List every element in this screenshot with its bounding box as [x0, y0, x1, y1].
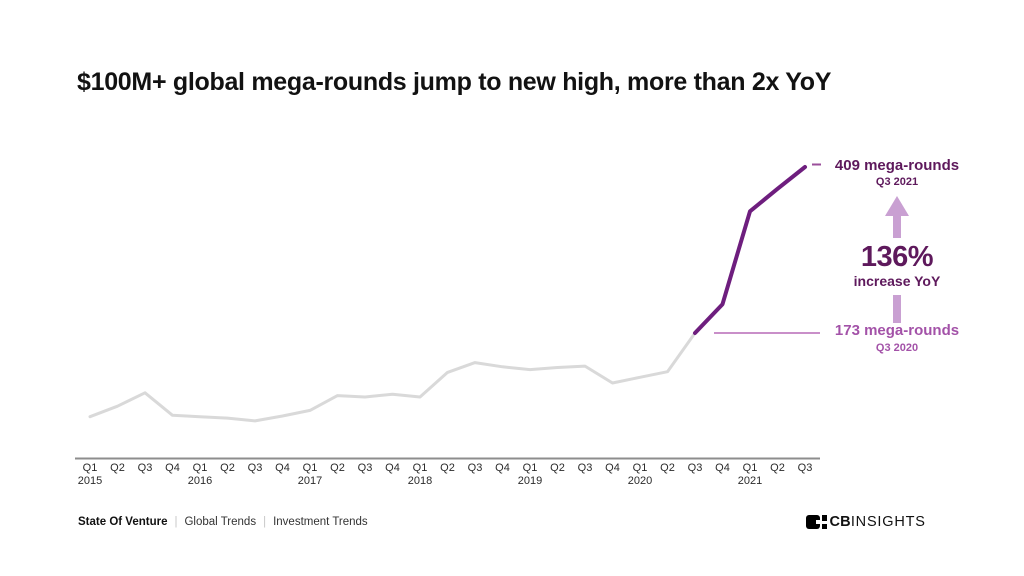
up-arrow-icon	[885, 196, 909, 216]
x-axis-year: 2017	[297, 475, 323, 487]
x-axis-year: 2019	[517, 475, 543, 487]
x-axis-quarter: Q2	[440, 462, 455, 474]
peak-callout-label: 409 mega-rounds	[834, 157, 960, 174]
x-axis-label: Q4	[596, 462, 630, 475]
x-axis-label: Q1 2021	[733, 462, 767, 488]
x-axis-label: Q1 2016	[183, 462, 217, 488]
x-axis-quarter: Q4	[605, 462, 620, 474]
footer-separator: |	[263, 516, 267, 528]
x-axis-label: Q2	[321, 462, 355, 475]
x-axis-quarter: Q4	[495, 462, 510, 474]
cbinsights-logo-text: CB INSIGHTS	[830, 514, 926, 530]
peak-callout-sublabel: Q3 2021	[875, 176, 919, 188]
footer-breadcrumb: State Of Venture | Global Trends | Inves…	[78, 516, 368, 528]
yoy-change-value: 136%	[860, 241, 934, 273]
x-axis-label: Q2	[211, 462, 245, 475]
x-axis-label: Q3	[238, 462, 272, 475]
x-axis-label: Q3	[128, 462, 162, 475]
yoy-change-callout: 136% increase YoY	[824, 242, 970, 289]
x-axis-year: 2018	[407, 475, 433, 487]
cbinsights-logo-colon-icon	[822, 515, 827, 529]
x-axis-label: Q3	[788, 462, 822, 475]
x-axis-label: Q4	[376, 462, 410, 475]
x-axis-quarter: Q1	[632, 462, 648, 474]
x-axis-quarter: Q4	[275, 462, 290, 474]
x-axis-quarter: Q2	[770, 462, 785, 474]
x-axis-quarter: Q4	[165, 462, 180, 474]
x-axis-label: Q3	[568, 462, 602, 475]
x-axis-quarter: Q3	[577, 462, 593, 474]
chart-title: $100M+ global mega-rounds jump to new hi…	[77, 68, 832, 96]
x-axis-label: Q2	[431, 462, 465, 475]
x-axis-label: Q1 2018	[403, 462, 437, 488]
x-axis-quarter: Q1	[82, 462, 98, 474]
x-axis-label: Q2	[761, 462, 795, 475]
x-axis-year: 2015	[77, 475, 103, 487]
x-axis-quarter: Q2	[330, 462, 345, 474]
x-axis-label: Q1 2020	[623, 462, 657, 488]
x-axis-quarter: Q4	[715, 462, 730, 474]
yoy-change-label: increase YoY	[853, 273, 941, 289]
x-axis-label: Q3	[348, 462, 382, 475]
peak-callout: 409 mega-rounds Q3 2021	[824, 157, 970, 189]
x-axis-quarter: Q1	[412, 462, 428, 474]
x-axis-label: Q3	[678, 462, 712, 475]
x-axis-quarter: Q3	[687, 462, 703, 474]
x-axis-label: Q1 2017	[293, 462, 327, 488]
baseline-callout: 173 mega-rounds Q3 2020	[824, 322, 970, 355]
cbinsights-logo: CB INSIGHTS	[806, 514, 926, 530]
logo-insights: INSIGHTS	[850, 514, 926, 530]
x-axis-quarter: Q1	[192, 462, 208, 474]
x-axis-year: 2021	[737, 475, 763, 487]
cbinsights-logo-icon	[806, 515, 821, 529]
x-axis-quarter: Q2	[550, 462, 565, 474]
x-axis-quarter: Q1	[302, 462, 318, 474]
x-axis-label: Q1 2015	[73, 462, 107, 488]
x-axis-quarter: Q3	[137, 462, 153, 474]
baseline-callout-label: 173 mega-rounds	[834, 322, 960, 339]
x-axis-quarter: Q3	[467, 462, 483, 474]
x-axis-label: Q4	[486, 462, 520, 475]
x-axis-label: Q4	[156, 462, 190, 475]
x-axis-label: Q4	[706, 462, 740, 475]
x-axis-quarter: Q4	[385, 462, 400, 474]
x-axis-label: Q2	[651, 462, 685, 475]
x-axis-quarter: Q1	[522, 462, 538, 474]
footer-separator: |	[174, 516, 178, 528]
x-axis-quarter: Q3	[797, 462, 813, 474]
x-axis-label: Q2	[101, 462, 135, 475]
x-axis-label: Q1 2019	[513, 462, 547, 488]
x-axis-quarter: Q1	[742, 462, 758, 474]
x-axis-quarter: Q3	[357, 462, 373, 474]
x-axis-quarter: Q2	[660, 462, 675, 474]
x-axis-label: Q3	[458, 462, 492, 475]
baseline-callout-sublabel: Q3 2020	[875, 342, 919, 354]
footer-link-global-trends: Global Trends	[184, 516, 257, 528]
x-axis-quarter: Q2	[220, 462, 235, 474]
footer-link-investment-trends: Investment Trends	[273, 516, 368, 528]
connector-bar	[893, 295, 901, 323]
x-axis-label: Q4	[266, 462, 300, 475]
x-axis-quarter: Q2	[110, 462, 125, 474]
history-line-series	[88, 331, 697, 423]
x-axis-label: Q2	[541, 462, 575, 475]
x-axis-year: 2020	[627, 475, 653, 487]
x-axis-year: 2016	[187, 475, 213, 487]
up-arrow-shaft	[893, 214, 901, 238]
footer-brand: State Of Venture	[78, 516, 168, 528]
logo-cb: CB	[829, 514, 851, 530]
x-axis-quarter: Q3	[247, 462, 263, 474]
highlight-line-series	[693, 165, 807, 335]
